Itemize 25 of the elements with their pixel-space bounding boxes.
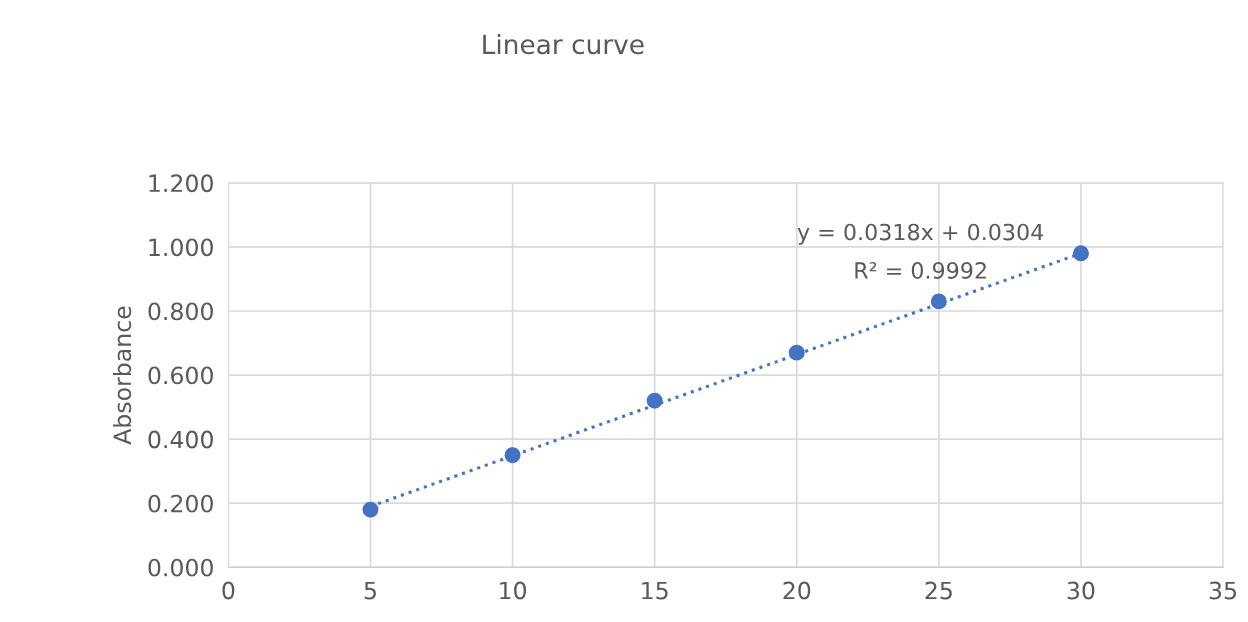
annotation: y = 0.0318x + 0.0304 xyxy=(797,223,1044,245)
x-tick-label: 10 xyxy=(500,581,527,600)
point xyxy=(504,447,521,464)
x-tick-label: 35 xyxy=(1209,581,1236,600)
x-tick-label: 0 xyxy=(222,581,235,600)
x-tick-label: 15 xyxy=(642,581,668,600)
y-axis-title: Absorbance xyxy=(112,306,132,445)
point xyxy=(362,501,379,518)
y-tick-label: 1.200 xyxy=(149,174,213,193)
y-tick-label: 0.600 xyxy=(148,366,213,385)
point xyxy=(646,392,663,409)
x-tick-label: 20 xyxy=(783,581,811,600)
chart-title: Linear curve xyxy=(483,33,644,55)
x-tick-label: 30 xyxy=(1067,581,1095,600)
y-tick-label: 0.800 xyxy=(148,302,213,321)
y-tick-label: 0.400 xyxy=(148,430,213,449)
point xyxy=(930,293,947,310)
y-tick-label: 1.000 xyxy=(149,238,213,257)
point xyxy=(788,344,805,361)
x-tick-label: 25 xyxy=(925,581,952,600)
y-tick-label: 0.000 xyxy=(148,558,213,577)
annotation: R² = 0.9992 xyxy=(855,262,986,279)
y-tick-label: 0.200 xyxy=(148,494,213,513)
x-tick-label: 5 xyxy=(364,581,376,600)
point xyxy=(1072,245,1089,262)
